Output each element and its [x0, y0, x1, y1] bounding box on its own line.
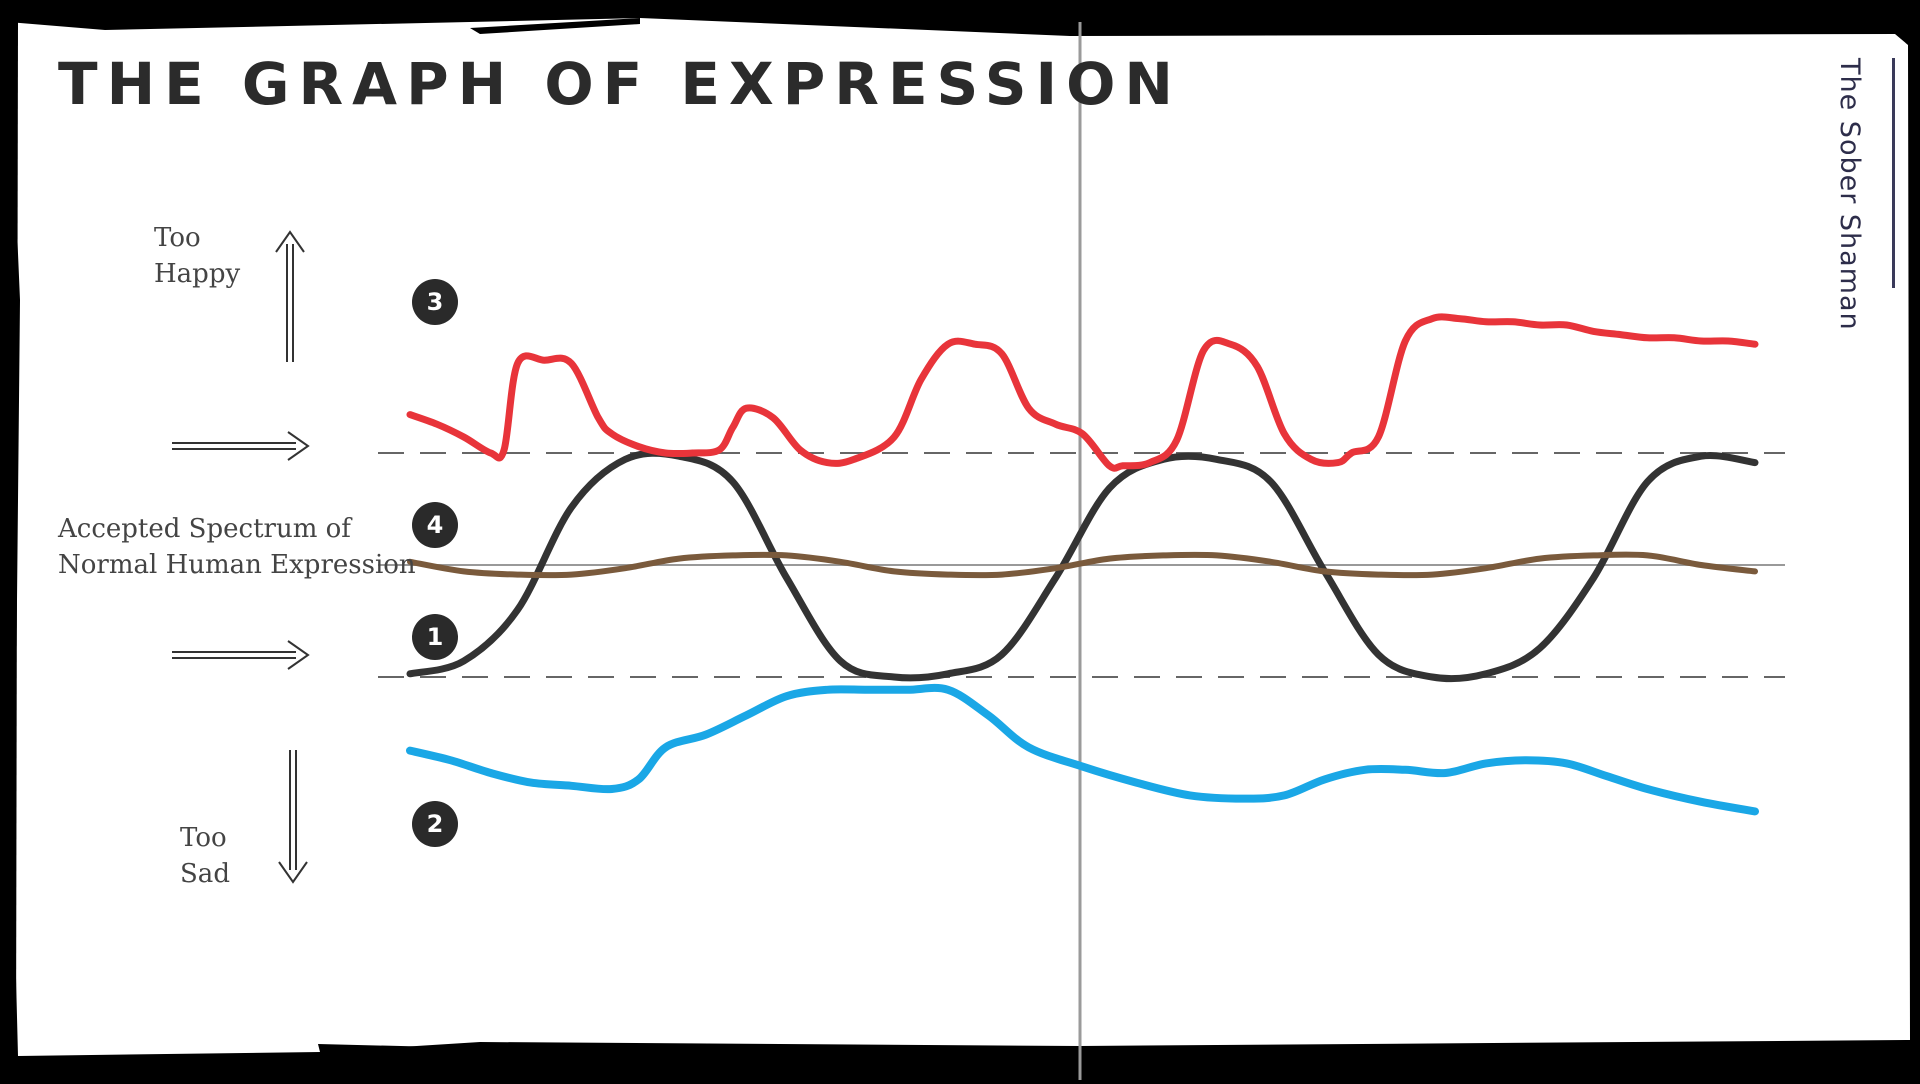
arrow-down-icon — [278, 750, 308, 884]
series-line-4 — [407, 551, 1758, 579]
arrow-right-icon — [172, 640, 310, 670]
too-sad-label: Too Sad — [180, 820, 230, 892]
series-line-3 — [406, 313, 1759, 472]
frame-stroke-top — [470, 18, 640, 34]
too-sad-line-2: Sad — [180, 859, 230, 889]
brand-label: The Sober Shaman — [1834, 58, 1865, 331]
series-line-2 — [406, 683, 1759, 816]
accepted-line-1: Accepted Spectrum of — [58, 514, 351, 544]
page-title: THE GRAPH OF EXPRESSION — [58, 50, 1182, 118]
too-sad-line-1: Too — [180, 823, 227, 853]
frame-stroke-left — [2, 20, 18, 1060]
series-badge-2: 2 — [412, 801, 458, 847]
series-line-1 — [406, 449, 1759, 683]
series-badge-4: 4 — [412, 502, 458, 548]
accepted-spectrum-label: Accepted Spectrum of Normal Human Expres… — [58, 511, 416, 583]
too-happy-label: Too Happy — [154, 220, 240, 292]
brand-divider — [1892, 58, 1895, 288]
series-badge-1: 1 — [412, 614, 458, 660]
arrow-right-icon — [172, 431, 310, 461]
series-badge-3: 3 — [412, 279, 458, 325]
accepted-line-2: Normal Human Expression — [58, 550, 416, 580]
series-layer — [406, 313, 1759, 816]
paper-background — [8, 18, 1910, 1056]
frame-stroke-bottom — [318, 1044, 480, 1056]
too-happy-line-2: Happy — [154, 259, 241, 289]
arrow-up-icon — [275, 230, 305, 362]
too-happy-line-1: Too — [154, 223, 201, 253]
